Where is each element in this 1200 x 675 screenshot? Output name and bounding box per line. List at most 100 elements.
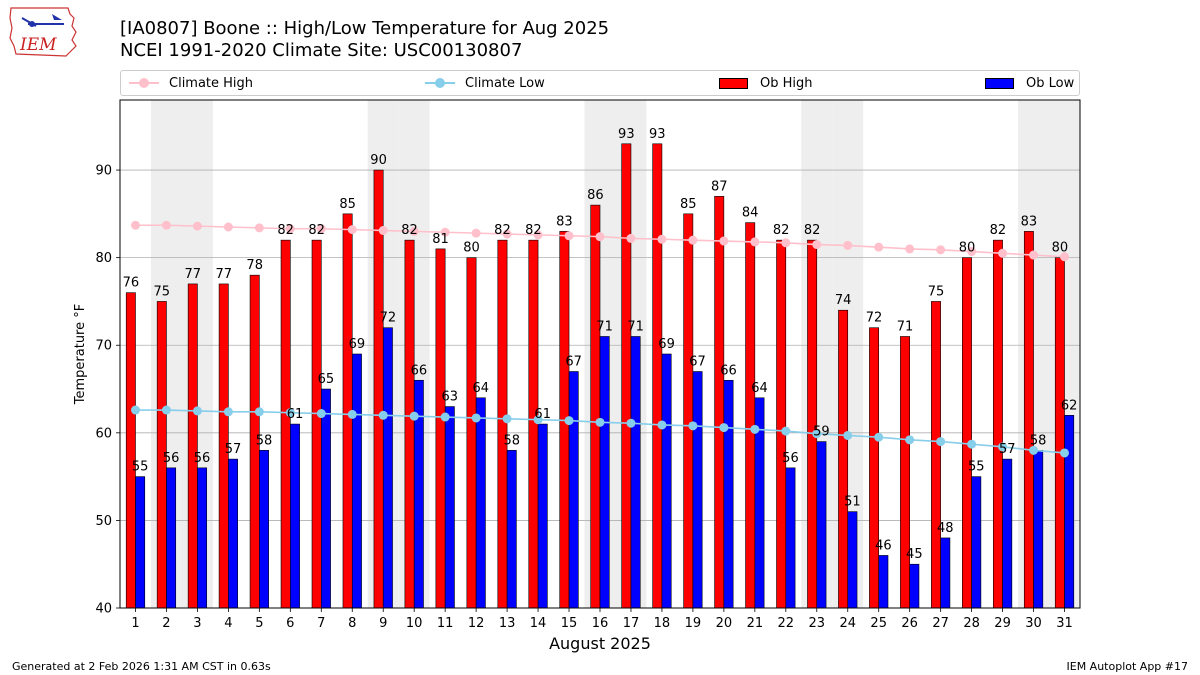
weekend-band [181, 100, 213, 608]
y-axis-label: Temperature °F [73, 304, 88, 405]
ob-low-value-label: 69 [658, 337, 675, 352]
climate-high-point [967, 247, 977, 257]
ob-high-bar [745, 222, 756, 609]
climate-high-point [533, 230, 543, 240]
ob-low-value-label: 67 [689, 355, 706, 370]
ob-high-bar [621, 143, 632, 609]
ob-low-value-label: 45 [906, 547, 923, 562]
ob-low-value-label: 71 [627, 319, 644, 334]
y-tick-label: 70 [95, 339, 112, 354]
climate-high-point [874, 242, 884, 252]
ob-low-value-label: 57 [225, 442, 242, 457]
ob-low-value-label: 56 [194, 451, 211, 466]
ob-low-value-label: 56 [782, 451, 799, 466]
climate-high-point [812, 240, 822, 250]
climate-low-point [1060, 448, 1070, 458]
ob-high-value-label: 85 [339, 197, 356, 212]
ob-low-bar [661, 353, 672, 609]
climate-high-point [254, 223, 264, 233]
climate-high-point [688, 235, 698, 245]
ob-high-bar [187, 283, 198, 609]
ob-low-value-label: 65 [318, 372, 335, 387]
ob-low-value-label: 63 [442, 390, 459, 405]
x-tick-label: 27 [932, 616, 949, 631]
ob-low-value-label: 56 [163, 451, 180, 466]
legend-item-ob-low: Ob Low [985, 74, 1074, 92]
climate-low-point [161, 405, 171, 415]
climate-low-point [843, 430, 853, 440]
ob-high-value-label: 78 [246, 258, 263, 273]
legend-item-climate-high: Climate High [129, 74, 253, 92]
ob-low-value-label: 48 [937, 521, 954, 536]
ob-low-value-label: 55 [968, 460, 985, 475]
climate-high-point [316, 224, 326, 234]
ob-high-bar [373, 169, 384, 609]
climate-high-point [161, 220, 171, 230]
ob-low-value-label: 61 [287, 407, 304, 422]
ob-low-bar [568, 371, 579, 609]
climate-low-point [781, 426, 791, 436]
climate-low-point [657, 420, 667, 430]
climate-low-point [874, 432, 884, 442]
x-tick-label: 9 [379, 616, 387, 631]
ob-low-bar [630, 336, 641, 609]
x-tick-label: 18 [654, 616, 671, 631]
ob-low-bar [506, 450, 517, 609]
weekend-band [150, 100, 182, 608]
climate-low-point [967, 439, 977, 449]
ob-low-value-label: 51 [844, 495, 861, 510]
ob-low-bar [290, 423, 300, 609]
climate-high-point [564, 231, 574, 241]
x-tick-label: 16 [592, 616, 609, 631]
ob-low-value-label: 58 [503, 433, 520, 448]
climate-low-point [192, 406, 202, 416]
ob-high-bar [683, 213, 694, 609]
ob-low-value-label: 61 [534, 407, 551, 422]
ob-high-value-label: 93 [649, 127, 666, 142]
ob-high-value-label: 82 [525, 223, 542, 238]
chart-subtitle: NCEI 1991-2020 Climate Site: USC00130807 [120, 40, 523, 61]
x-tick-label: 19 [685, 616, 702, 631]
weekend-band [832, 100, 864, 608]
ob-low-value-label: 69 [349, 337, 366, 352]
climate-high-line [135, 224, 1065, 258]
ob-high-value-label: 77 [215, 267, 232, 282]
climate-low-point [254, 407, 264, 417]
climate-high-point [936, 245, 946, 255]
ob-high-value-label: 72 [866, 311, 883, 326]
x-tick-label: 23 [809, 616, 826, 631]
legend-label-ob-low: Ob Low [1026, 75, 1075, 91]
ob-low-value-label: 66 [411, 363, 428, 378]
ob-high-value-label: 71 [897, 319, 914, 334]
ob-high-value-label: 80 [463, 241, 480, 256]
ob-low-bar [475, 397, 486, 609]
ob-low-bar [1002, 458, 1013, 609]
ob-high-value-label: 87 [711, 179, 728, 194]
generated-timestamp: Generated at 2 Feb 2026 1:31 AM CST in 0… [12, 660, 271, 673]
ob-high-bar [559, 231, 570, 609]
climate-high-point [1029, 250, 1039, 260]
x-tick-label: 31 [1056, 616, 1073, 631]
ob-low-bar [878, 555, 889, 609]
ob-high-bar [280, 239, 291, 609]
ob-high-bar [992, 239, 1003, 609]
x-tick-label: 28 [963, 616, 980, 631]
ob-high-value-label: 83 [1021, 214, 1038, 229]
ob-high-bar [807, 239, 818, 609]
ob-low-bar [259, 450, 269, 609]
weekend-band [1018, 100, 1050, 608]
ob-low-value-label: 62 [1061, 398, 1078, 413]
ob-low-value-label: 64 [473, 381, 490, 396]
climate-low-point [130, 405, 140, 415]
climate-high-point [657, 234, 667, 244]
ob-low-value-label: 71 [596, 319, 613, 334]
weekend-band [584, 100, 616, 608]
ob-high-bar [1023, 231, 1034, 609]
x-tick-label: 3 [193, 616, 201, 631]
ob-low-bar [692, 371, 703, 609]
x-tick-label: 17 [623, 616, 640, 631]
climate-high-point [223, 222, 233, 232]
ob-low-bar [723, 379, 734, 609]
ob-low-value-label: 66 [720, 363, 737, 378]
